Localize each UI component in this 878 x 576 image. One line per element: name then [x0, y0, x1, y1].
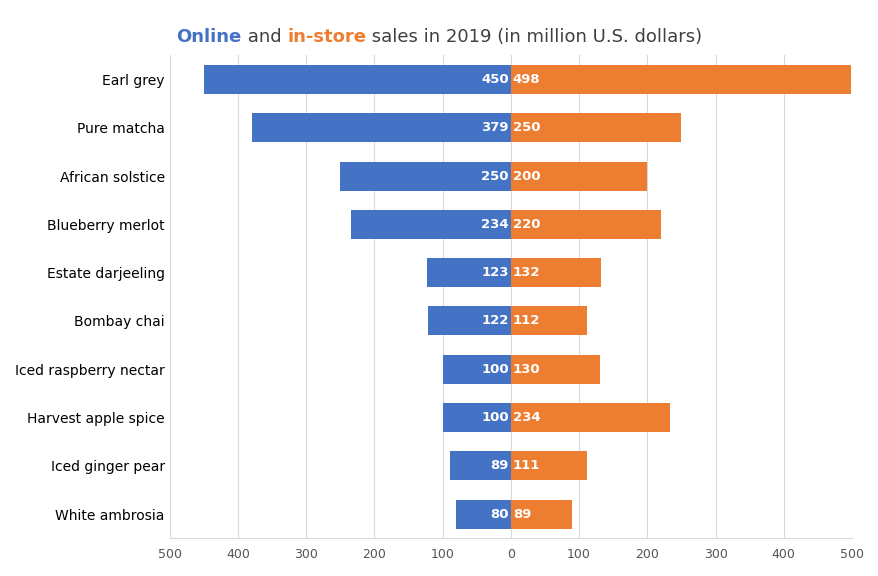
Text: 379: 379 [481, 122, 508, 134]
Bar [204, 65, 510, 94]
Text: 250: 250 [512, 122, 540, 134]
Text: 200: 200 [512, 169, 540, 183]
Text: 130: 130 [512, 363, 540, 376]
Bar [510, 210, 660, 239]
Text: 250: 250 [481, 169, 508, 183]
Bar [340, 162, 510, 191]
Bar [510, 65, 850, 94]
Text: 220: 220 [512, 218, 540, 231]
Bar [450, 452, 510, 480]
Bar [510, 499, 571, 529]
Bar [427, 306, 510, 335]
Text: 123: 123 [481, 266, 508, 279]
Text: 122: 122 [481, 314, 508, 327]
Text: 234: 234 [512, 411, 540, 424]
Bar [510, 452, 586, 480]
Bar [442, 355, 510, 384]
Bar [456, 499, 510, 529]
Bar [510, 306, 587, 335]
Bar [510, 355, 599, 384]
Text: in-store: in-store [287, 28, 366, 46]
Text: sales in 2019 (in million U.S. dollars): sales in 2019 (in million U.S. dollars) [366, 28, 702, 46]
Bar [442, 403, 510, 432]
Text: 89: 89 [490, 459, 508, 472]
Bar [510, 403, 670, 432]
Text: 450: 450 [480, 73, 508, 86]
Text: 234: 234 [480, 218, 508, 231]
Text: 111: 111 [512, 459, 540, 472]
Text: 89: 89 [512, 507, 530, 521]
Text: and: and [241, 28, 287, 46]
Text: 100: 100 [480, 363, 508, 376]
Bar [252, 113, 510, 142]
Bar [510, 258, 601, 287]
Bar [510, 113, 680, 142]
Text: Online: Online [176, 28, 241, 46]
Bar [350, 210, 510, 239]
Text: 112: 112 [512, 314, 540, 327]
Bar [427, 258, 510, 287]
Bar [510, 162, 646, 191]
Text: 498: 498 [512, 73, 540, 86]
Text: 100: 100 [480, 411, 508, 424]
Text: 132: 132 [512, 266, 540, 279]
Text: 80: 80 [490, 507, 508, 521]
